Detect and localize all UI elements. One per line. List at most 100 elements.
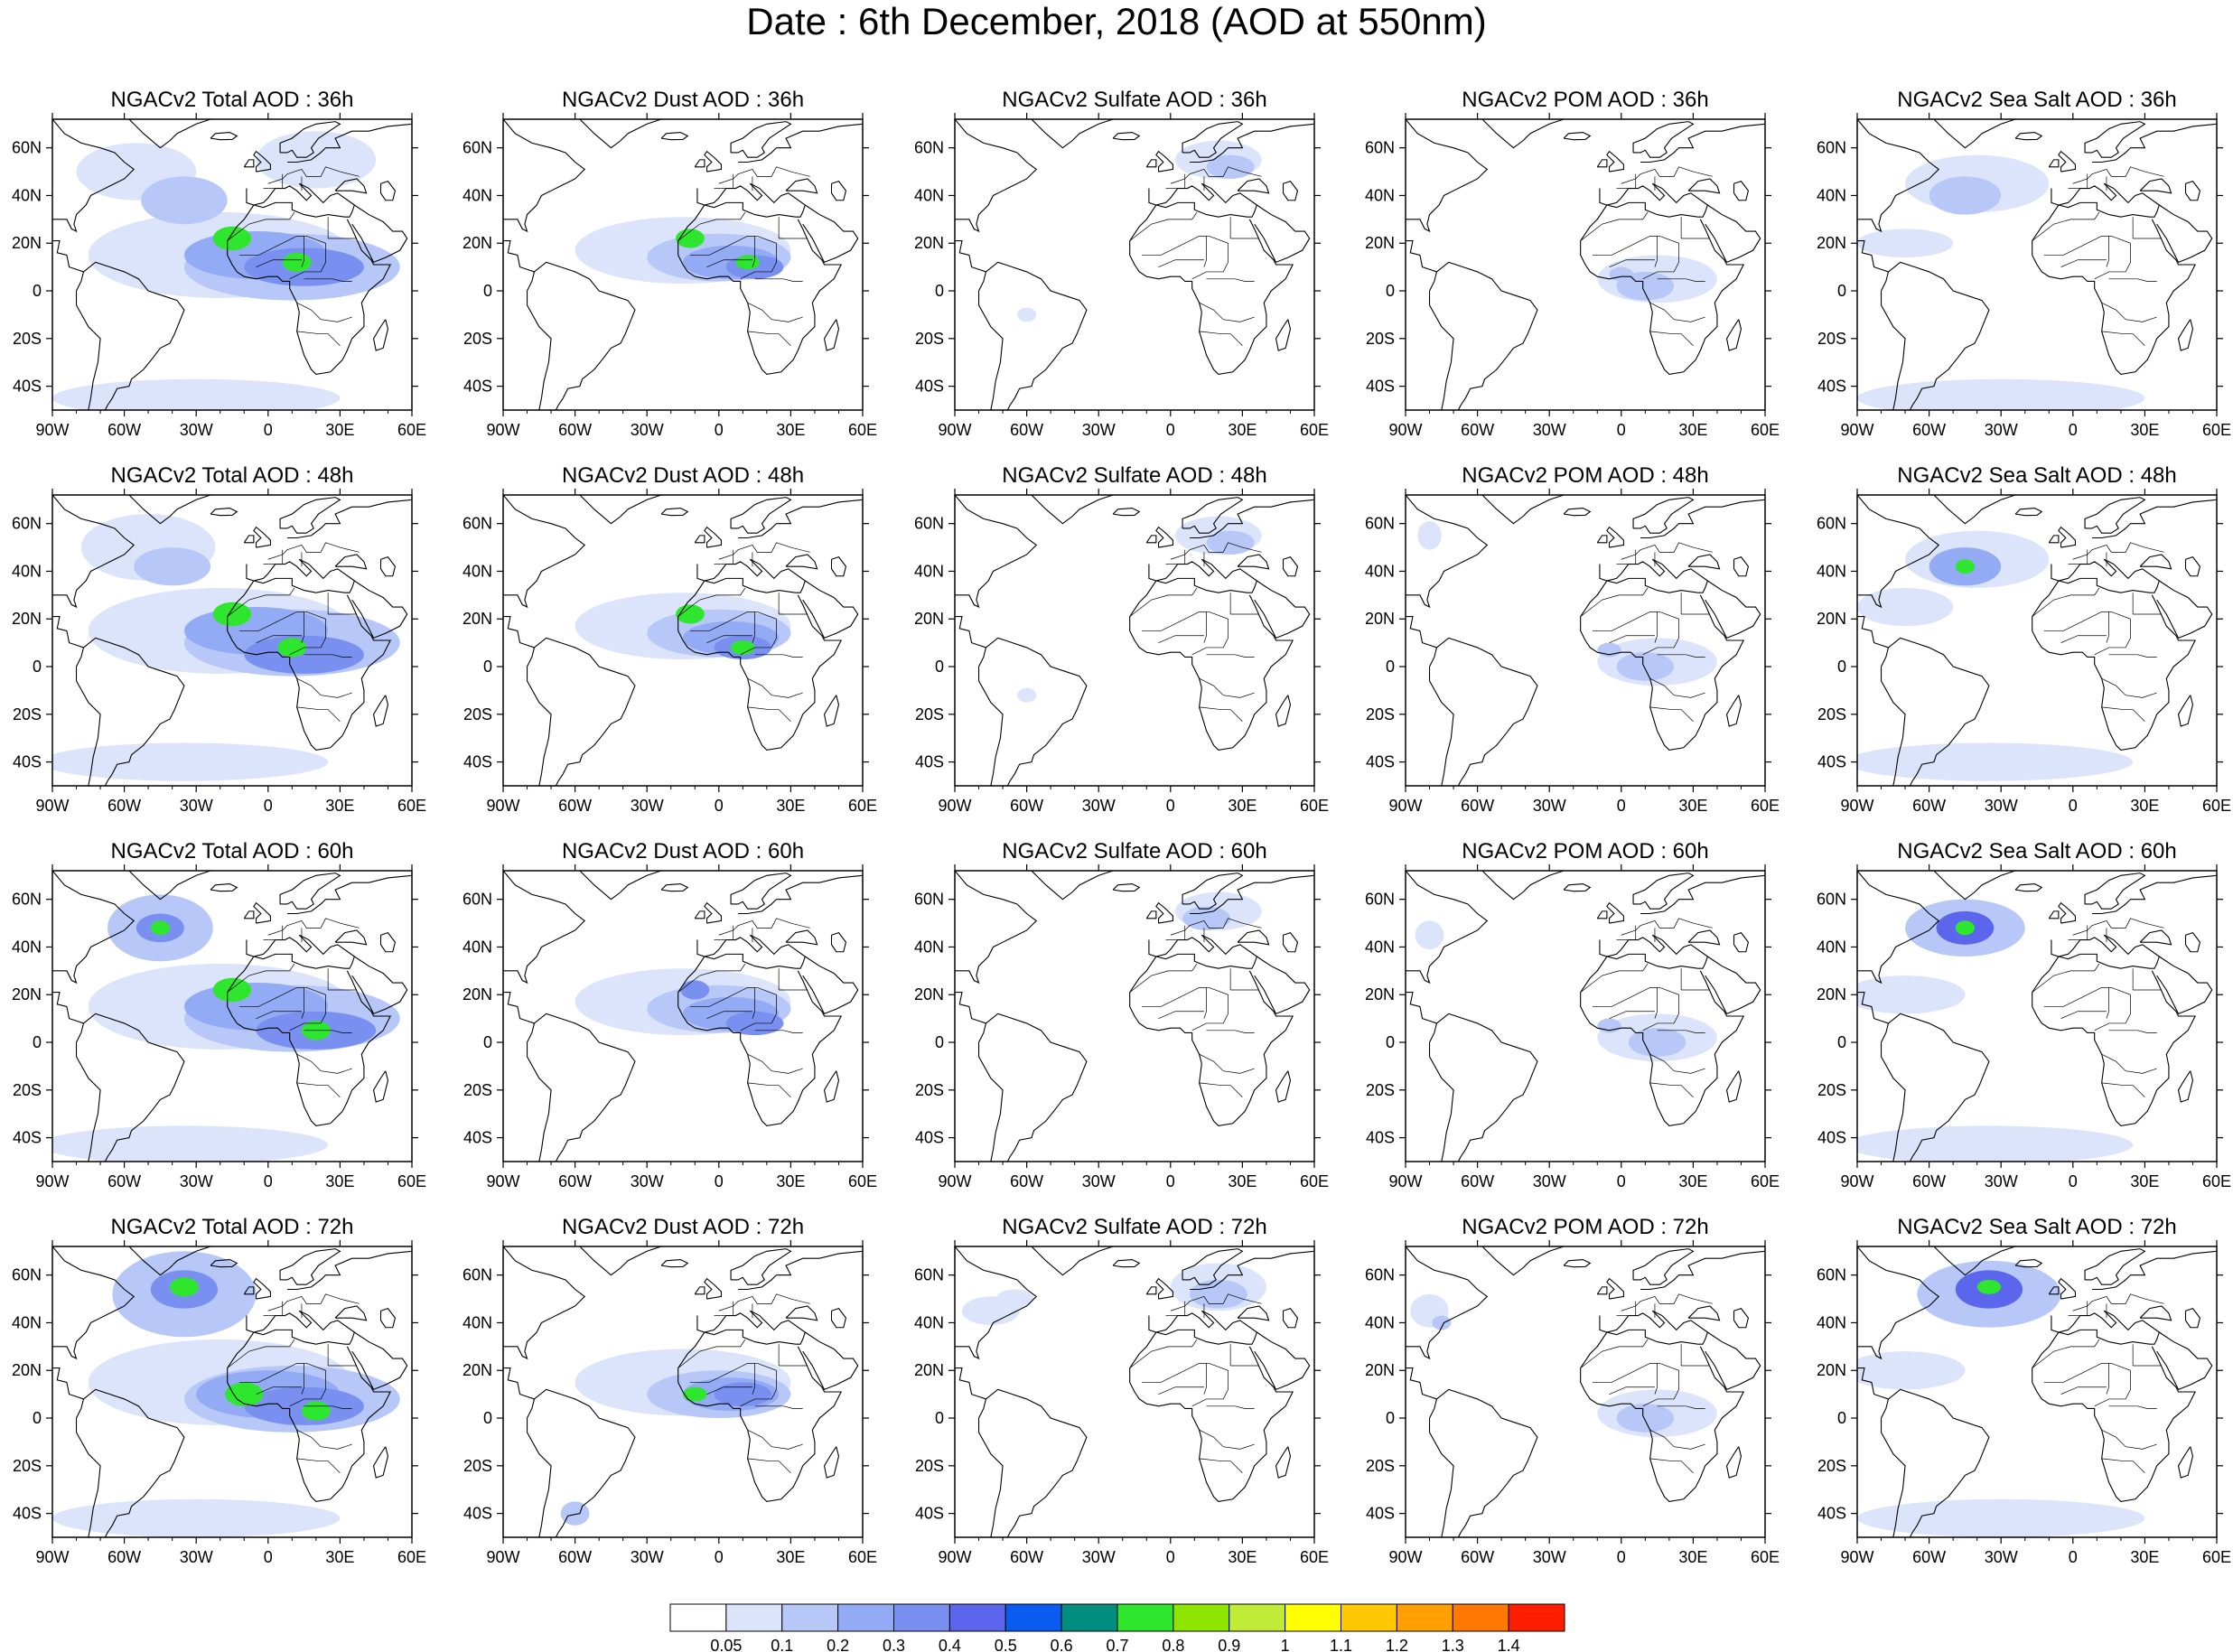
lat-label: 40N: [12, 938, 42, 956]
country-border: [2101, 986, 2109, 1019]
colorbar-swatch: [1341, 1603, 1397, 1632]
coastline: [1640, 123, 1765, 163]
lon-label: 60W: [1912, 1172, 1946, 1190]
colorbar-swatch: [893, 1603, 950, 1632]
lat-label: 40S: [13, 753, 42, 771]
coastline: [1112, 882, 1141, 892]
lon-label: 60E: [2202, 421, 2231, 439]
coastline: [1596, 910, 1608, 919]
coastline: [955, 119, 1038, 233]
coastline: [1563, 1258, 1592, 1268]
lat-label: 0: [1837, 282, 1846, 300]
country-border: [1141, 611, 1229, 656]
colorbar-swatch: [781, 1603, 839, 1632]
coastline: [2014, 1258, 2043, 1268]
panel-title: NGACv2 POM AOD : 36h: [1462, 88, 1708, 112]
lat-label: 20N: [914, 234, 944, 252]
lon-label: 30E: [776, 797, 805, 815]
lon-label: 30E: [325, 1172, 354, 1190]
coastline: [1857, 1246, 1940, 1360]
lat-label: 40S: [915, 1505, 944, 1523]
country-border: [238, 1362, 326, 1407]
lat-label: 40N: [462, 938, 492, 956]
coastline: [1145, 910, 1157, 919]
lat-label: 0: [33, 658, 42, 676]
lat-label: 60N: [1365, 891, 1395, 909]
coastline: [253, 1277, 272, 1300]
lon-label: 60E: [1751, 1548, 1780, 1566]
aod-field: [256, 131, 377, 189]
aod-field: [1857, 229, 1954, 258]
coastline: [579, 871, 662, 901]
colorbar-swatch: [1452, 1603, 1509, 1632]
aod-field: [1857, 975, 1966, 1014]
country-border: [304, 1030, 352, 1033]
colorbar-swatch: [1396, 1603, 1453, 1632]
country-border: [296, 1053, 352, 1074]
lat-label: 20N: [462, 234, 492, 252]
country-border: [1199, 302, 1255, 322]
panel-title: NGACv2 Sea Salt AOD : 60h: [1897, 839, 2176, 863]
country-border: [304, 1405, 352, 1409]
colorbar-label: 1.1: [1330, 1637, 1352, 1652]
aod-field: [52, 1125, 329, 1162]
lon-label: 0: [264, 1172, 273, 1190]
country-border: [256, 259, 302, 267]
country-border: [2101, 706, 2145, 722]
lon-label: 30E: [1228, 1548, 1257, 1566]
coastline: [1857, 647, 1906, 786]
lon-label: 60W: [558, 421, 592, 439]
coastline: [1436, 1013, 1538, 1162]
coastline: [704, 901, 723, 924]
lon-label: 60W: [1461, 797, 1494, 815]
country-border: [1206, 654, 1255, 658]
coastline: [2177, 1070, 2194, 1103]
country-border: [2043, 986, 2131, 1031]
country-border: [747, 1082, 791, 1097]
coastline: [1687, 929, 1721, 946]
aod-field: [1415, 920, 1444, 950]
coastline: [1406, 119, 1489, 233]
country-border: [1609, 1386, 1655, 1395]
coastline: [2014, 131, 2043, 141]
lon-label: 60W: [558, 1172, 592, 1190]
lon-label: 30E: [776, 421, 805, 439]
country-border: [296, 706, 341, 722]
lon-label: 60E: [1300, 1548, 1329, 1566]
lat-label: 60N: [914, 139, 944, 157]
coastline: [210, 882, 238, 892]
map-panel-pom-60h: NGACv2 POM AOD : 60h 90W 60W 30W 0 30E 60E 60N 4…: [1365, 839, 1780, 1190]
coastline: [2139, 178, 2172, 194]
country-border: [718, 166, 810, 184]
coastline: [351, 1331, 408, 1391]
lon-label: 30W: [1985, 1548, 2018, 1566]
lat-label: 20N: [1365, 234, 1395, 252]
coastline: [1705, 956, 1761, 1015]
country-border: [1649, 706, 1694, 722]
coastline: [279, 121, 341, 158]
coastline: [694, 535, 705, 544]
lat-label: 0: [1837, 1033, 1846, 1051]
map-frame: [51, 870, 413, 1162]
lat-label: 40S: [13, 1129, 42, 1147]
coastline: [372, 1070, 389, 1103]
aod-field: [1929, 176, 2002, 215]
country-border: [706, 635, 752, 643]
coastline: [1282, 555, 1299, 577]
lat-label: 40S: [915, 1129, 944, 1147]
coastline: [1888, 261, 1990, 410]
coastline: [1687, 1305, 1721, 1321]
country-border: [1621, 166, 1713, 184]
country-border: [718, 1293, 810, 1311]
country-border: [1657, 1030, 1705, 1033]
coastline: [738, 1250, 863, 1291]
country-border: [267, 1293, 360, 1311]
coastline: [955, 992, 986, 1024]
country-border: [2043, 1362, 2131, 1407]
country-border: [1158, 259, 1204, 267]
panel-title: NGACv2 Total AOD : 48h: [110, 463, 353, 488]
lat-label: 20S: [463, 1457, 492, 1475]
lon-label: 0: [2069, 421, 2078, 439]
lon-label: 90W: [1388, 421, 1422, 439]
map-panel-total-36h: NGACv2 Total AOD : 36h 90W 60W 30W 0 30E 60E 60…: [12, 88, 426, 439]
